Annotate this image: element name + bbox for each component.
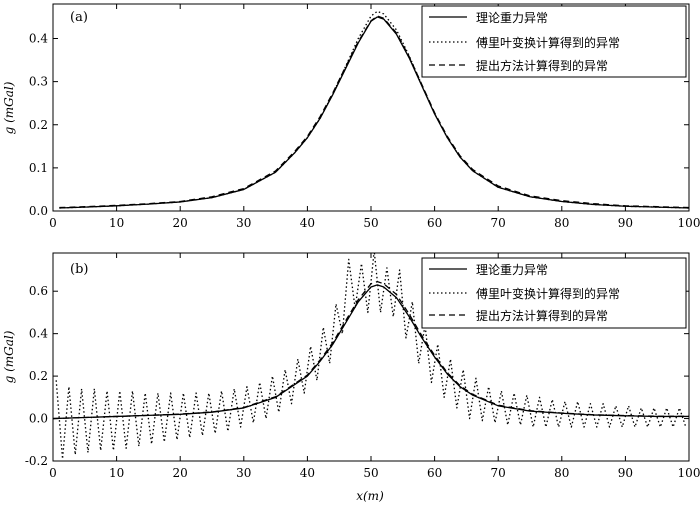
- y-tick-label-a: 0.4: [29, 32, 48, 46]
- y-tick-label-b: 0.4: [29, 327, 48, 341]
- y-tick-label-b: 0.2: [29, 369, 48, 383]
- x-axis-b: 0 10 20 30 40 50 60 70 80 90 100: [49, 253, 700, 480]
- legend-label-fourier-a: 傅里叶变换计算得到的异常: [476, 35, 620, 50]
- x-tick-label-b: 20: [173, 466, 188, 480]
- x-tick-label-b: 10: [109, 466, 124, 480]
- legend-label-proposed-a: 提出方法计算得到的异常: [476, 58, 608, 73]
- legend-label-theory-a: 理论重力异常: [476, 11, 548, 25]
- series-group-b: [53, 253, 689, 460]
- x-axis-label-b: x(m): [356, 489, 384, 503]
- x-tick-label-a: 10: [109, 216, 124, 230]
- y-tick-label-a: 0.1: [29, 161, 48, 175]
- x-tick-label-a: 40: [300, 216, 315, 230]
- x-tick-label-a: 80: [554, 216, 569, 230]
- x-tick-label-b: 40: [300, 466, 315, 480]
- panel-a: 0 10 20 30 40 50 60 70 80 90 100 0.0 0.1 0.2 0.3 0.4 (…: [2, 3, 700, 230]
- y-tick-label-a: 0.0: [29, 204, 48, 218]
- x-tick-label-b: 60: [427, 466, 442, 480]
- x-tick-label-a: 100: [678, 216, 700, 230]
- legend-label-theory-b: 理论重力异常: [476, 263, 548, 277]
- series-group-a: [59, 10, 689, 209]
- x-axis-a: 0 10 20 30 40 50 60 70 80 90 100: [49, 4, 700, 230]
- legend-a: 理论重力异常 傅里叶变换计算得到的异常 提出方法计算得到的异常: [421, 5, 687, 78]
- x-tick-label-b: 30: [236, 466, 251, 480]
- x-tick-label-a: 30: [236, 216, 251, 230]
- legend-label-proposed-b: 提出方法计算得到的异常: [476, 308, 608, 323]
- x-tick-label-b: 70: [491, 466, 506, 480]
- x-tick-label-a: 90: [618, 216, 633, 230]
- x-tick-label-b: 0: [49, 466, 57, 480]
- legend-label-fourier-b: 傅里叶变换计算得到的异常: [476, 286, 620, 301]
- panel-tag-a: (a): [70, 10, 88, 25]
- y-tick-label-a: 0.3: [29, 75, 48, 89]
- y-tick-label-b: 0.6: [29, 284, 48, 298]
- x-tick-label-a: 0: [49, 216, 57, 230]
- x-tick-label-a: 70: [491, 216, 506, 230]
- legend-b: 理论重力异常 傅里叶变换计算得到的异常 提出方法计算得到的异常: [421, 257, 687, 329]
- y-tick-label-a: 0.2: [29, 118, 48, 132]
- series-dashed-line-b: [53, 280, 689, 420]
- y-axis-a: 0.0 0.1 0.2 0.3 0.4: [29, 32, 689, 218]
- y-axis-label-a: g (mGal): [2, 81, 16, 134]
- y-axis-b: -0.2 0.0 0.2 0.4 0.6: [25, 284, 689, 468]
- x-tick-label-a: 60: [427, 216, 442, 230]
- x-tick-label-a: 20: [173, 216, 188, 230]
- series-dotted-line-a: [59, 10, 689, 209]
- y-axis-label-b: g (mGal): [2, 330, 16, 383]
- panel-b: 0 10 20 30 40 50 60 70 80 90 100 -0.20.00.20.40.6 …: [2, 252, 700, 503]
- series-dashed-line-a: [59, 15, 689, 209]
- y-tick-label-b: 0.0: [29, 412, 48, 426]
- x-tick-label-b: 50: [363, 466, 378, 480]
- x-tick-label-b: 90: [618, 466, 633, 480]
- panel-tag-b: (b): [70, 262, 88, 277]
- x-tick-label-b: 100: [678, 466, 700, 480]
- x-tick-label-a: 50: [363, 216, 378, 230]
- y-tick-label-b: -0.2: [25, 454, 48, 468]
- x-tick-label-b: 80: [554, 466, 569, 480]
